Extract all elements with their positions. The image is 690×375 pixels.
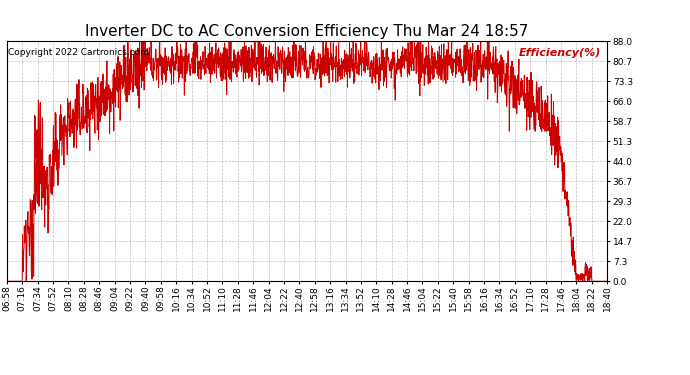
Text: Efficiency(%): Efficiency(%)	[519, 48, 601, 58]
Text: Copyright 2022 Cartronics.com: Copyright 2022 Cartronics.com	[8, 48, 148, 57]
Title: Inverter DC to AC Conversion Efficiency Thu Mar 24 18:57: Inverter DC to AC Conversion Efficiency …	[86, 24, 529, 39]
